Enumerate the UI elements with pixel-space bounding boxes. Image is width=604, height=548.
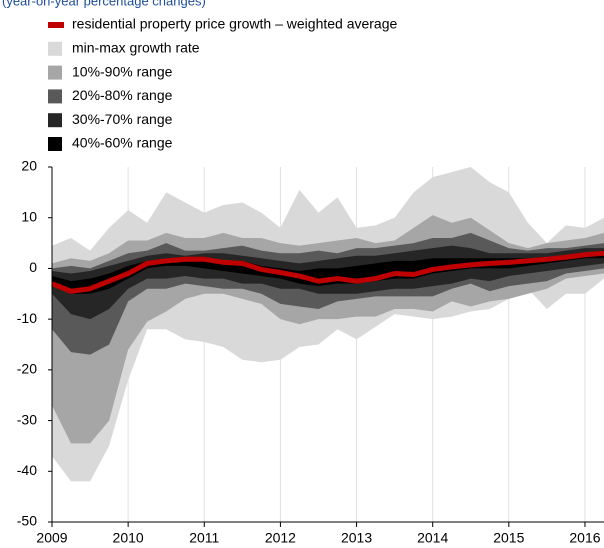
- legend-swatch: [48, 113, 62, 128]
- legend-label: 40%-60% range: [72, 135, 173, 151]
- x-tick-label: 2011: [189, 530, 219, 546]
- legend-label: 20%-80% range: [72, 87, 173, 103]
- legend-swatch: [48, 22, 64, 28]
- y-tick-label: -40: [17, 462, 37, 478]
- x-tick-label: 2012: [265, 530, 296, 546]
- x-tick-label: 2014: [417, 530, 448, 546]
- x-tick-label: 2015: [493, 530, 524, 546]
- legend-swatch: [48, 137, 62, 151]
- x-tick-label: 2016: [569, 530, 600, 546]
- legend-swatch: [48, 65, 62, 80]
- x-tick-label: 2013: [341, 530, 372, 546]
- y-tick-label: -20: [17, 361, 37, 377]
- legend-label: min-max growth rate: [72, 40, 200, 56]
- legend-label: 10%-90% range: [72, 63, 173, 79]
- chart-subtitle: (year-on-year percentage changes): [2, 0, 206, 8]
- y-tick-label: -30: [17, 411, 37, 427]
- y-tick-label: -50: [17, 513, 37, 529]
- y-tick-label: -10: [17, 310, 37, 326]
- legend-label: 30%-70% range: [72, 111, 173, 127]
- x-tick-label: 2010: [113, 530, 144, 546]
- y-tick-label: 0: [29, 259, 37, 275]
- y-tick-label: 20: [21, 158, 37, 174]
- x-tick-label: 2009: [36, 530, 67, 546]
- legend-label: residential property price growth – weig…: [72, 16, 398, 32]
- y-tick-label: 10: [21, 208, 37, 224]
- legend-swatch: [48, 41, 62, 56]
- legend-swatch: [48, 89, 62, 104]
- line: [51, 250, 604, 294]
